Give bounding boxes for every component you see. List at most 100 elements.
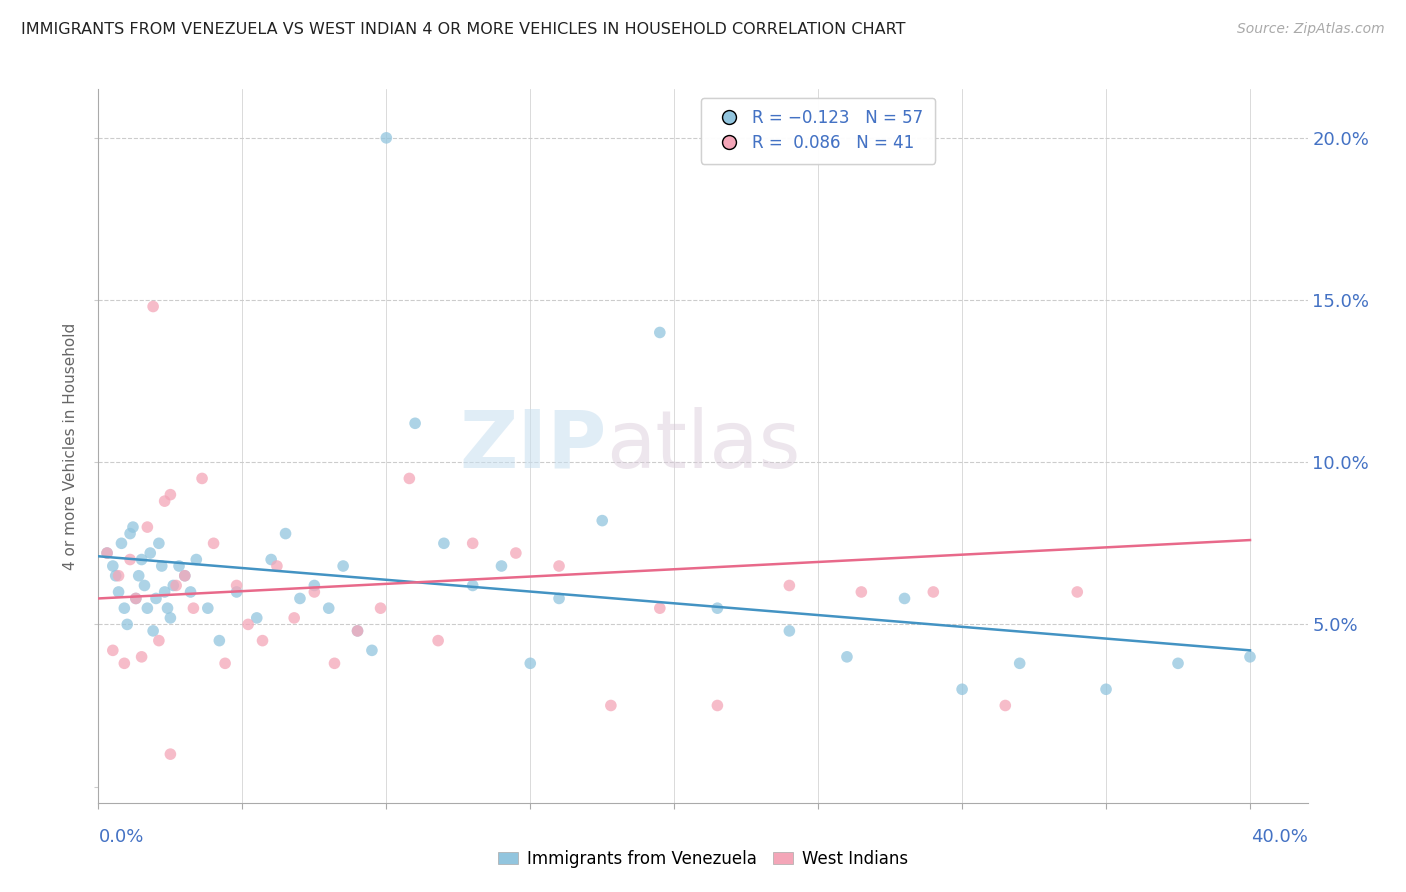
Point <box>136 601 159 615</box>
Legend: R = −0.123   N = 57, R =  0.086   N = 41: R = −0.123 N = 57, R = 0.086 N = 41 <box>700 97 935 163</box>
Point <box>153 585 176 599</box>
Point <box>1239 649 1261 664</box>
Point <box>145 591 167 606</box>
Point <box>107 585 129 599</box>
Point <box>134 578 156 592</box>
Point <box>252 633 274 648</box>
Point <box>332 559 354 574</box>
Point <box>125 591 148 606</box>
Point <box>835 649 858 664</box>
Point <box>323 657 346 671</box>
Text: 40.0%: 40.0% <box>1251 828 1308 846</box>
Point <box>361 643 384 657</box>
Point <box>162 578 184 592</box>
Point <box>706 698 728 713</box>
Text: IMMIGRANTS FROM VENEZUELA VS WEST INDIAN 4 OR MORE VEHICLES IN HOUSEHOLD CORRELA: IMMIGRANTS FROM VENEZUELA VS WEST INDIAN… <box>21 22 905 37</box>
Point <box>214 657 236 671</box>
Point <box>125 591 148 606</box>
Point <box>519 657 541 671</box>
Point <box>398 471 420 485</box>
Point <box>120 552 142 566</box>
Text: ZIP: ZIP <box>458 407 606 485</box>
Point <box>274 526 297 541</box>
Point <box>266 559 288 574</box>
Point <box>101 643 124 657</box>
Point <box>505 546 527 560</box>
Point <box>173 568 195 582</box>
Point <box>304 578 326 592</box>
Point <box>225 578 247 592</box>
Point <box>208 633 231 648</box>
Point <box>404 417 426 431</box>
Point <box>112 657 135 671</box>
Point <box>96 546 118 560</box>
Point <box>96 546 118 560</box>
Point <box>375 131 398 145</box>
Point <box>1167 657 1189 671</box>
Point <box>112 601 135 615</box>
Point <box>159 747 181 761</box>
Text: atlas: atlas <box>606 407 800 485</box>
Point <box>461 536 484 550</box>
Point <box>150 559 173 574</box>
Point <box>648 326 671 340</box>
Point <box>288 591 311 606</box>
Text: 0.0%: 0.0% <box>98 828 143 846</box>
Point <box>706 601 728 615</box>
Point <box>778 578 800 592</box>
Point <box>202 536 225 550</box>
Point <box>236 617 259 632</box>
Point <box>318 601 340 615</box>
Point <box>491 559 513 574</box>
Point <box>165 578 187 592</box>
Point <box>104 568 127 582</box>
Point <box>139 546 162 560</box>
Point <box>548 591 571 606</box>
Point <box>548 559 571 574</box>
Point <box>893 591 915 606</box>
Point <box>101 559 124 574</box>
Point <box>851 585 873 599</box>
Point <box>370 601 392 615</box>
Point <box>922 585 945 599</box>
Point <box>180 585 202 599</box>
Point <box>191 471 214 485</box>
Point <box>778 624 800 638</box>
Point <box>197 601 219 615</box>
Point <box>156 601 179 615</box>
Point <box>283 611 305 625</box>
Point <box>994 698 1017 713</box>
Point <box>1095 682 1118 697</box>
Point <box>346 624 368 638</box>
Point <box>131 552 153 566</box>
Point <box>260 552 283 566</box>
Point <box>120 526 142 541</box>
Point <box>599 698 621 713</box>
Point <box>591 514 613 528</box>
Point <box>148 536 170 550</box>
Point <box>148 633 170 648</box>
Point <box>648 601 671 615</box>
Point <box>1008 657 1031 671</box>
Point <box>225 585 247 599</box>
Point <box>142 300 165 314</box>
Point <box>346 624 368 638</box>
Text: Source: ZipAtlas.com: Source: ZipAtlas.com <box>1237 22 1385 37</box>
Point <box>136 520 159 534</box>
Point <box>246 611 269 625</box>
Point <box>153 494 176 508</box>
Point <box>159 611 181 625</box>
Point <box>461 578 484 592</box>
Point <box>122 520 145 534</box>
Point <box>304 585 326 599</box>
Y-axis label: 4 or more Vehicles in Household: 4 or more Vehicles in Household <box>63 322 79 570</box>
Point <box>186 552 208 566</box>
Legend: Immigrants from Venezuela, West Indians: Immigrants from Venezuela, West Indians <box>492 844 914 875</box>
Point <box>183 601 205 615</box>
Point <box>173 568 195 582</box>
Point <box>131 649 153 664</box>
Point <box>107 568 129 582</box>
Point <box>128 568 150 582</box>
Point <box>159 488 181 502</box>
Point <box>167 559 190 574</box>
